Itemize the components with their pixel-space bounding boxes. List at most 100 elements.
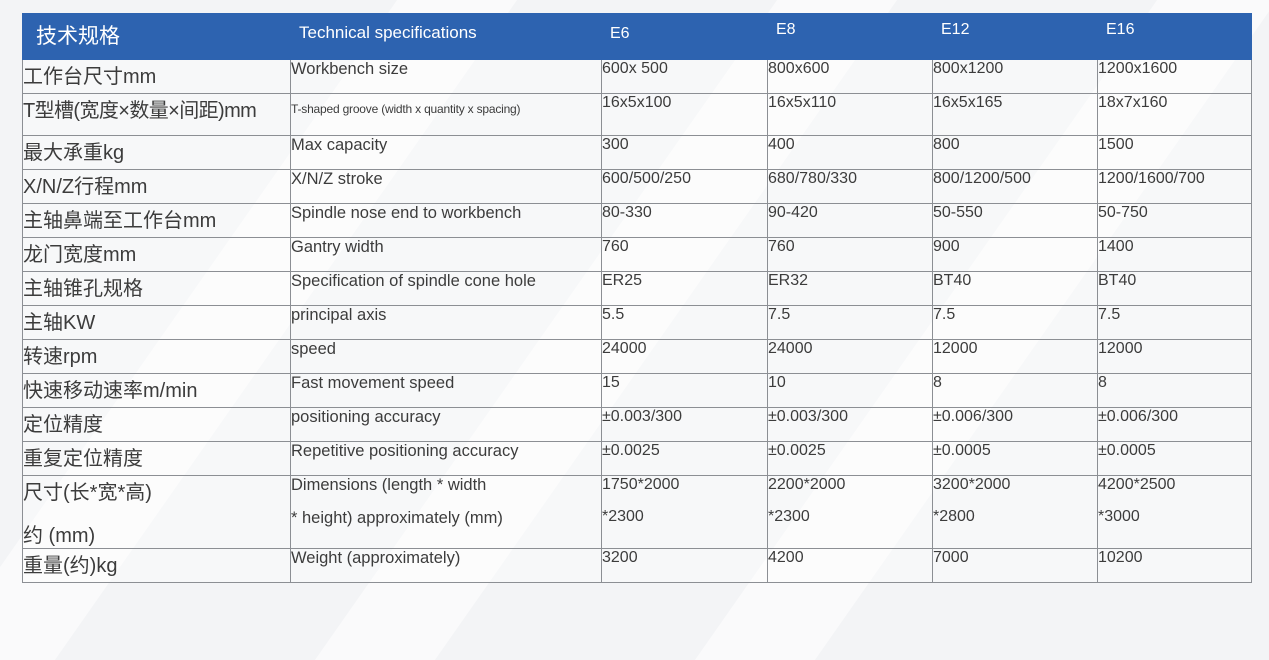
value-e12: 800x1200 bbox=[932, 59, 1098, 94]
value-e12: 900 bbox=[932, 237, 1098, 272]
table-row: T型槽(宽度×数量×间距)mm T-shaped groove (width x… bbox=[22, 93, 1252, 136]
table-row: 重量(约)kg Weight (approximately) 3200 4200… bbox=[22, 548, 1252, 583]
table-row: 龙门宽度mm Gantry width 760 760 900 1400 bbox=[22, 237, 1252, 272]
dimensions-e16-line1: 4200*2500 bbox=[1098, 476, 1176, 494]
value-e8: 4200 bbox=[767, 548, 933, 583]
row-label-zh: 主轴KW bbox=[22, 305, 291, 340]
value-e16: 10200 bbox=[1097, 548, 1252, 583]
header-row: 技术规格 Technical specifications E6 E8 E12 … bbox=[22, 13, 1252, 60]
table-row: 最大承重kg Max capacity 300 400 800 1500 bbox=[22, 135, 1252, 170]
value-e12: 800/1200/500 bbox=[932, 169, 1098, 204]
value-e8: 2200*2000 *2300 bbox=[767, 475, 933, 549]
row-label-zh: 工作台尺寸mm bbox=[22, 59, 291, 94]
value-e12: 7000 bbox=[932, 548, 1098, 583]
value-e6: 15 bbox=[601, 373, 768, 408]
value-e12: 50-550 bbox=[932, 203, 1098, 238]
row-label-en: speed bbox=[290, 339, 602, 374]
header-model-e6: E6 bbox=[601, 13, 768, 60]
dimensions-zh-line1: 尺寸(长*宽*高) bbox=[23, 482, 152, 504]
value-e6: 600x 500 bbox=[601, 59, 768, 94]
value-e8: ±0.003/300 bbox=[767, 407, 933, 442]
row-label-zh: 重量(约)kg bbox=[22, 548, 291, 583]
value-e8: 90-420 bbox=[767, 203, 933, 238]
value-e12: 12000 bbox=[932, 339, 1098, 374]
row-label-en: principal axis bbox=[290, 305, 602, 340]
row-label-en: T-shaped groove (width x quantity x spac… bbox=[290, 93, 602, 136]
value-e16: 7.5 bbox=[1097, 305, 1252, 340]
row-label-zh: X/N/Z行程mm bbox=[22, 169, 291, 204]
value-e16: BT40 bbox=[1097, 271, 1252, 306]
dimensions-e6-line2: *2300 bbox=[602, 508, 644, 525]
dimensions-zh-line2: 约 (mm) bbox=[23, 525, 96, 547]
value-e12: BT40 bbox=[932, 271, 1098, 306]
value-e6: 600/500/250 bbox=[601, 169, 768, 204]
value-e12: ±0.0005 bbox=[932, 441, 1098, 476]
value-e12: 7.5 bbox=[932, 305, 1098, 340]
dimensions-e16-line2: *3000 bbox=[1098, 508, 1140, 525]
row-label-en: Dimensions (length * width * height) app… bbox=[290, 475, 602, 549]
value-e6: 80-330 bbox=[601, 203, 768, 238]
table-row: 主轴鼻端至工作台mm Spindle nose end to workbench… bbox=[22, 203, 1252, 238]
row-label-en: Repetitive positioning accuracy bbox=[290, 441, 602, 476]
value-e6: 1750*2000 *2300 bbox=[601, 475, 768, 549]
value-e8: 680/780/330 bbox=[767, 169, 933, 204]
value-e8: ±0.0025 bbox=[767, 441, 933, 476]
table-row-dimensions: 尺寸(长*宽*高) 约 (mm) Dimensions (length * wi… bbox=[22, 475, 1252, 549]
table-row: X/N/Z行程mm X/N/Z stroke 600/500/250 680/7… bbox=[22, 169, 1252, 204]
dimensions-e8-line2: *2300 bbox=[768, 508, 810, 525]
spec-table-body: 工作台尺寸mm Workbench size 600x 500 800x600 … bbox=[22, 59, 1252, 583]
value-e8: 760 bbox=[767, 237, 933, 272]
value-e16: 8 bbox=[1097, 373, 1252, 408]
row-label-zh: 最大承重kg bbox=[22, 135, 291, 170]
header-en: Technical specifications bbox=[290, 13, 602, 60]
row-label-zh: 尺寸(长*宽*高) 约 (mm) bbox=[22, 475, 291, 549]
dimensions-e12-line2: *2800 bbox=[933, 508, 975, 525]
value-e8: 400 bbox=[767, 135, 933, 170]
row-label-zh: 重复定位精度 bbox=[22, 441, 291, 476]
header-model-e8: E8 bbox=[767, 13, 933, 60]
spec-table-container: 技术规格 Technical specifications E6 E8 E12 … bbox=[22, 13, 1252, 583]
value-e12: 3200*2000 *2800 bbox=[932, 475, 1098, 549]
table-row: 主轴锥孔规格 Specification of spindle cone hol… bbox=[22, 271, 1252, 306]
value-e16: 1200/1600/700 bbox=[1097, 169, 1252, 204]
value-e12: ±0.006/300 bbox=[932, 407, 1098, 442]
value-e8: 800x600 bbox=[767, 59, 933, 94]
value-e6: 16x5x100 bbox=[601, 93, 768, 136]
value-e8: 16x5x110 bbox=[767, 93, 933, 136]
value-e16: ±0.0005 bbox=[1097, 441, 1252, 476]
table-row: 定位精度 positioning accuracy ±0.003/300 ±0.… bbox=[22, 407, 1252, 442]
row-label-en: Specification of spindle cone hole bbox=[290, 271, 602, 306]
value-e8: ER32 bbox=[767, 271, 933, 306]
value-e8: 7.5 bbox=[767, 305, 933, 340]
dimensions-e12-line1: 3200*2000 bbox=[933, 476, 1011, 494]
value-e16: 4200*2500 *3000 bbox=[1097, 475, 1252, 549]
row-label-en: Gantry width bbox=[290, 237, 602, 272]
value-e6: 24000 bbox=[601, 339, 768, 374]
value-e16: 50-750 bbox=[1097, 203, 1252, 238]
value-e8: 10 bbox=[767, 373, 933, 408]
spec-table-header: 技术规格 Technical specifications E6 E8 E12 … bbox=[22, 13, 1252, 60]
header-model-e16: E16 bbox=[1097, 13, 1252, 60]
spec-table: 技术规格 Technical specifications E6 E8 E12 … bbox=[22, 13, 1252, 583]
table-row: 工作台尺寸mm Workbench size 600x 500 800x600 … bbox=[22, 59, 1252, 94]
dimensions-en-line2: * height) approximately (mm) bbox=[291, 509, 503, 527]
value-e6: ER25 bbox=[601, 271, 768, 306]
row-label-en: Fast movement speed bbox=[290, 373, 602, 408]
dimensions-e6-line1: 1750*2000 bbox=[602, 476, 680, 494]
value-e8: 24000 bbox=[767, 339, 933, 374]
header-zh: 技术规格 bbox=[22, 13, 291, 60]
value-e6: ±0.0025 bbox=[601, 441, 768, 476]
table-row: 重复定位精度 Repetitive positioning accuracy ±… bbox=[22, 441, 1252, 476]
row-label-zh: T型槽(宽度×数量×间距)mm bbox=[22, 93, 291, 136]
value-e6: 5.5 bbox=[601, 305, 768, 340]
value-e16: 1400 bbox=[1097, 237, 1252, 272]
value-e16: 1200x1600 bbox=[1097, 59, 1252, 94]
row-label-en: Workbench size bbox=[290, 59, 602, 94]
row-label-zh: 龙门宽度mm bbox=[22, 237, 291, 272]
dimensions-e8-line1: 2200*2000 bbox=[768, 476, 846, 494]
value-e6: 3200 bbox=[601, 548, 768, 583]
row-label-zh: 定位精度 bbox=[22, 407, 291, 442]
dimensions-en-line1: Dimensions (length * width bbox=[291, 476, 487, 495]
row-label-zh: 快速移动速率m/min bbox=[22, 373, 291, 408]
row-label-en: Spindle nose end to workbench bbox=[290, 203, 602, 238]
